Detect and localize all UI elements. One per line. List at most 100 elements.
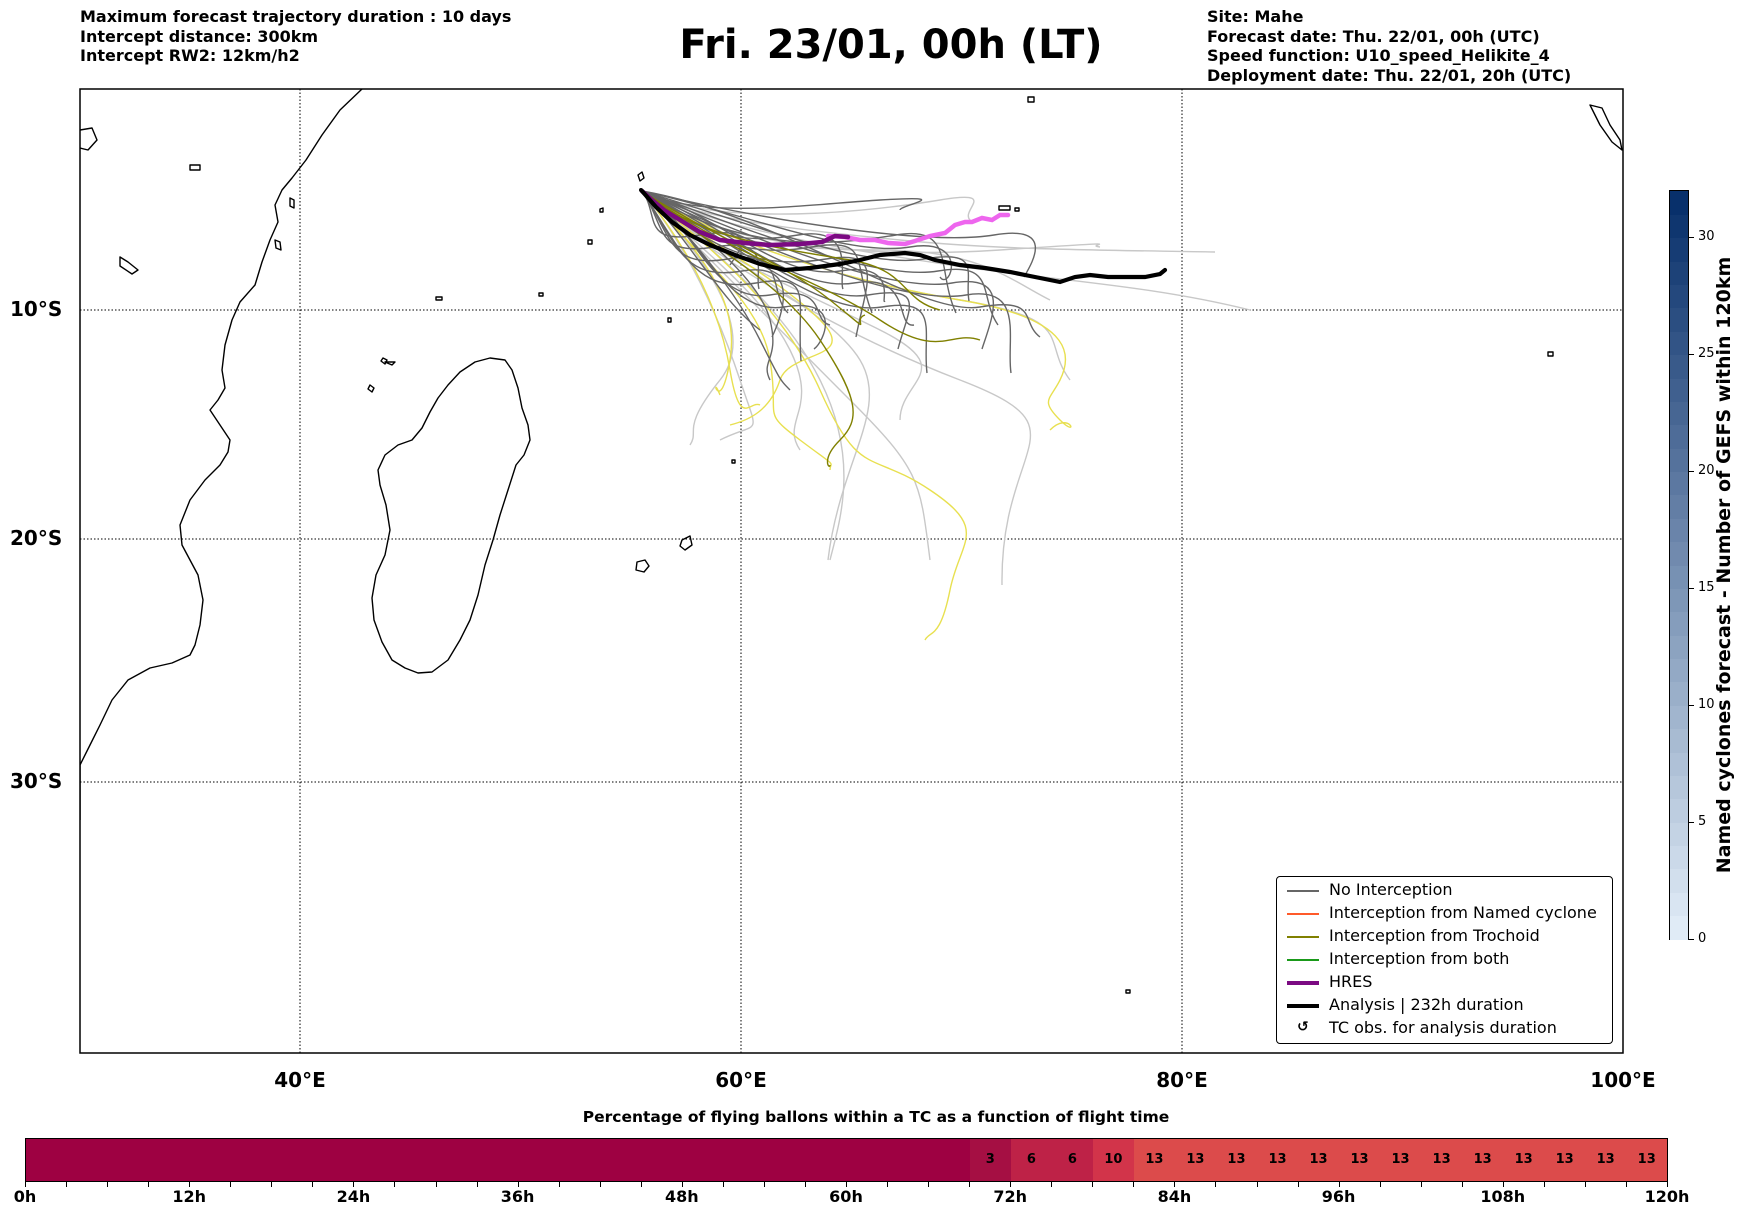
island-mid-1 <box>435 296 443 301</box>
percentage-axis-tick <box>887 1182 889 1187</box>
colorbar-band <box>1670 658 1688 683</box>
percentage-axis-tick <box>148 1182 150 1187</box>
header-intercept-distance: Intercept distance: 300km <box>80 26 319 46</box>
header-speed-function: Speed function: U10_speed_Helikite_4 <box>1207 46 1550 65</box>
colorbar-band <box>1670 284 1688 309</box>
trajectory-no-interception-light-10 <box>641 190 1101 254</box>
trajectory-no-interception-4 <box>641 190 784 338</box>
legend-swatch-named-cyclone <box>1287 913 1319 915</box>
trajectory-no-interception-11 <box>641 190 886 302</box>
percentage-axis-label: 84h <box>1157 1187 1192 1206</box>
analysis-trajectory <box>639 188 1168 285</box>
deployment-site-marker <box>639 188 643 192</box>
colorbar-tick-label: 25 <box>1698 345 1715 361</box>
trajectory-trochoid-4 <box>641 190 866 326</box>
trajectory-no-interception-light-6 <box>641 190 1032 586</box>
percentage-axis-tick <box>271 1182 273 1187</box>
percentage-axis-tick <box>640 1182 642 1187</box>
trajectories-trochoid <box>641 190 981 467</box>
legend-label-both: Interception from both <box>1329 949 1510 968</box>
island-mid-2 <box>538 292 544 297</box>
percentage-axis-tick <box>66 1182 68 1187</box>
percentage-axis-tick <box>435 1182 437 1187</box>
percentage-axis-label: 12h <box>172 1187 207 1206</box>
colorbar-band <box>1670 237 1688 262</box>
colorbar-band <box>1670 191 1688 215</box>
header-deployment-date: Deployment date: Thu. 22/01, 20h (UTC) <box>1207 65 1572 85</box>
percentage-cell: 13 <box>1174 1139 1217 1181</box>
colorbar-tick <box>1689 704 1694 706</box>
lon-label-40e: 40°E <box>274 1068 326 1092</box>
colorbar-band <box>1670 424 1688 449</box>
trajectory-no-interception-21 <box>641 190 1041 338</box>
lon-label-60e: 60°E <box>715 1068 767 1092</box>
comoros-2 <box>380 357 388 365</box>
mauritius-island <box>679 535 693 551</box>
percentage-axis-tick <box>107 1182 109 1187</box>
percentage-axis-tick <box>517 1182 519 1187</box>
percentage-axis-label: 108h <box>1480 1187 1526 1206</box>
trajectory-no-interception-25 <box>641 190 923 211</box>
colorbar-band <box>1670 541 1688 566</box>
legend-item-no-interception: No Interception <box>1277 880 1612 902</box>
legend-item-tc-obs: ↺ TC obs. for analysis duration <box>1277 1018 1612 1040</box>
percentage-cell: 13 <box>1584 1139 1627 1181</box>
percentage-axis-label: 48h <box>664 1187 699 1206</box>
colorbar-tick <box>1689 470 1694 472</box>
percentage-cell: 10 <box>1092 1139 1135 1181</box>
percentage-axis-tick <box>599 1182 601 1187</box>
trajectory-no-interception-19 <box>641 190 994 350</box>
africa-coast-north-stub <box>80 127 98 151</box>
percentage-cell: 6 <box>1051 1139 1094 1181</box>
legend-swatch-no-interception <box>1287 890 1319 892</box>
colorbar-band <box>1670 752 1688 776</box>
legend-item-hres: HRES <box>1277 972 1612 994</box>
colorbar-tick <box>1689 353 1694 355</box>
trajectory-trochoid-light-4 <box>641 190 1072 431</box>
colorbar-band <box>1670 307 1688 332</box>
colorbar-band <box>1670 915 1688 940</box>
percentage-axis-tick <box>1133 1182 1135 1187</box>
percentage-axis-tick <box>476 1182 478 1187</box>
legend-swatch-both <box>1287 959 1319 961</box>
percentage-cell: 13 <box>1215 1139 1258 1181</box>
hres-trajectory-late <box>825 212 1011 247</box>
percentage-axis-tick <box>804 1182 806 1187</box>
colorbar-band <box>1670 518 1688 543</box>
seychelles-1 <box>637 171 645 182</box>
colorbar-tick <box>1689 939 1694 940</box>
percentage-axis-tick <box>1625 1182 1627 1187</box>
legend-label-trochoid: Interception from Trochoid <box>1329 926 1540 945</box>
trajectory-trochoid-3 <box>641 190 981 343</box>
percentage-axis-tick <box>1338 1182 1340 1187</box>
map-legend: No Interception Interception from Named … <box>1276 876 1613 1044</box>
header-right-info: Site: Mahe Forecast date: Thu. 22/01, 00… <box>1207 7 1571 85</box>
colorbar-band <box>1670 822 1688 846</box>
colorbar-band <box>1670 261 1688 285</box>
zanzibar <box>274 239 282 251</box>
colorbar-band <box>1670 798 1688 823</box>
colorbar-band <box>1670 378 1688 402</box>
trajectory-no-interception-16 <box>641 190 952 281</box>
percentage-axis-tick <box>1502 1182 1504 1187</box>
island-ne-1 <box>1014 207 1020 212</box>
percentage-axis-tick <box>1297 1182 1299 1187</box>
coastlines <box>80 89 1623 994</box>
percentage-axis-tick <box>394 1182 396 1187</box>
colorbar-band <box>1670 611 1688 636</box>
colorbar-band <box>1670 892 1688 917</box>
percentage-axis-label: 96h <box>1321 1187 1356 1206</box>
legend-item-both: Interception from both <box>1277 949 1612 971</box>
percentage-axis-tick <box>1461 1182 1463 1187</box>
tc-obs-symbol-icon: ↺ <box>1297 1019 1309 1035</box>
island-east-2 <box>1589 104 1623 151</box>
legend-item-named-cyclone: Interception from Named cyclone <box>1277 903 1612 925</box>
colorbar-tick-label: 30 <box>1698 228 1715 244</box>
island-east-1 <box>1547 351 1554 357</box>
legend-label-tc-obs: TC obs. for analysis duration <box>1329 1018 1557 1037</box>
page-title: Fri. 23/01, 00h (LT) <box>0 22 1752 68</box>
colorbar-band <box>1670 471 1688 496</box>
lat-label-10s: 10°S <box>10 297 63 321</box>
colorbar-tick-label: 15 <box>1698 579 1715 595</box>
percentage-cell: 13 <box>1461 1139 1504 1181</box>
